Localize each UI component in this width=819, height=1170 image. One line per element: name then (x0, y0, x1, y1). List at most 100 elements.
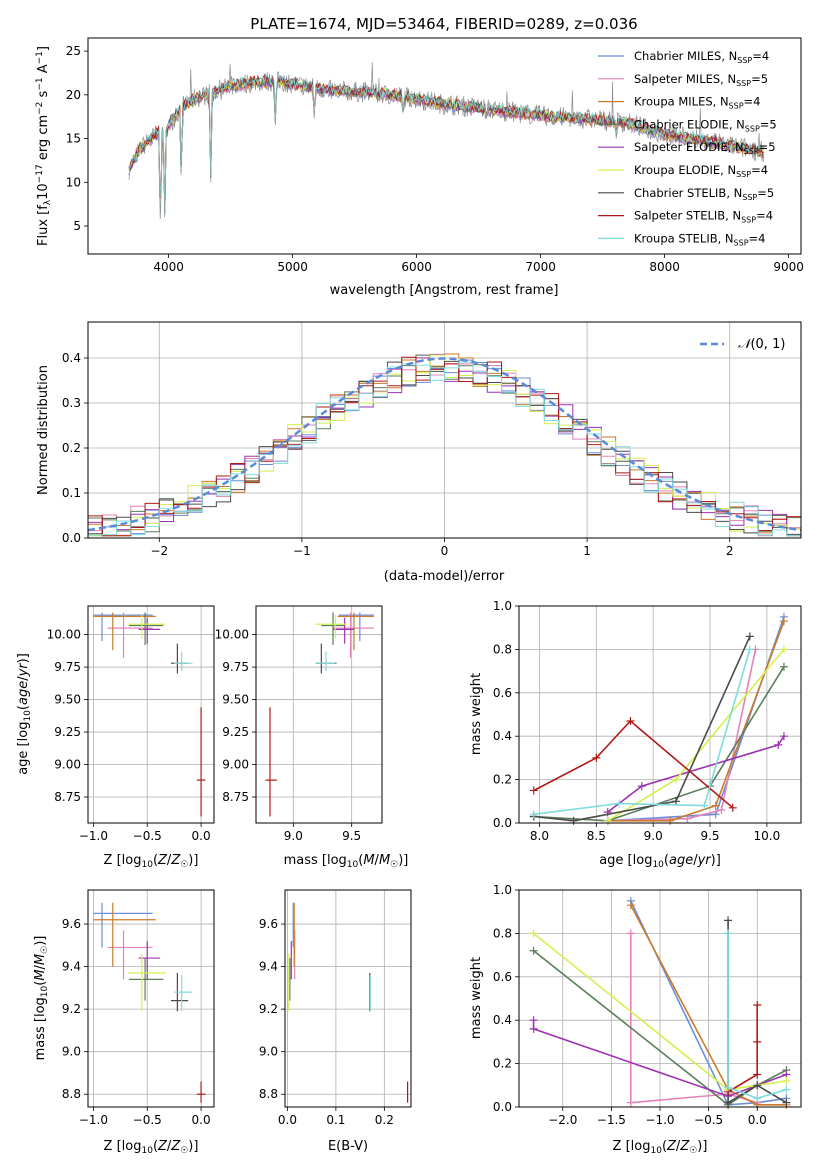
mass-vs-metallicity-frame (87, 889, 215, 1108)
x-tick-label: 5000 (277, 260, 308, 274)
legend-label-5: Salpeter ELODIE, NSSP=5 (634, 140, 776, 156)
residual-histogram-9 (88, 361, 801, 537)
x-tick-label: 6000 (401, 260, 432, 274)
mass-weight-marker-2 (717, 805, 726, 814)
mass-weight-marker-3 (626, 901, 635, 910)
x-tick-label: 0.0 (278, 1113, 297, 1127)
mass-weight-marker-9 (700, 801, 709, 810)
y-tick-label: 9.4 (259, 960, 278, 974)
x-tick-label: 8000 (649, 260, 680, 274)
residuals-xlabel: (data-model)/error (384, 569, 505, 584)
y-tick-label: 9.4 (62, 960, 81, 974)
y-tick-label: 9.50 (222, 693, 249, 707)
mass-weight-marker-4 (779, 662, 788, 671)
x-tick-label: 4000 (153, 260, 184, 274)
x-tick-label: 0.1 (326, 1113, 345, 1127)
y-tick-label: 1.0 (493, 599, 512, 613)
legend-label-9: Kroupa STELIB, NSSP=4 (634, 231, 765, 247)
mass-weight-marker-8 (753, 1001, 762, 1010)
mass-weight-line-3 (607, 620, 785, 822)
x-tick-label: 7000 (525, 260, 556, 274)
mass-weight-vs-age-panel: 8.0 8.5 9.0 9.5 10.0 0.0 0.2 0.4 0.6 0.8 1.0 age [… (469, 599, 802, 870)
mass-weight-marker-8 (626, 717, 635, 726)
mass-vs-extinction-panel: 0.0 0.1 0.2 8.8 9.0 9.2 9.4 9.6 E(B-V) (259, 889, 412, 1154)
x-tick-label: 0 (441, 544, 449, 558)
y-tick-label: 8.8 (259, 1087, 278, 1101)
x-tick-label: −0.5 (133, 1113, 162, 1127)
mass-weight-line-2 (629, 933, 758, 1104)
y-tick-label: 0.2 (62, 441, 81, 455)
y-tick-label: 9.6 (259, 917, 278, 931)
x-tick-label: 9.5 (342, 829, 361, 843)
y-tick-label: 0.4 (493, 729, 512, 743)
mass-weight-marker-2 (683, 814, 692, 823)
y-tick-label: 0.8 (493, 642, 512, 656)
mass-vs-metallicity-panel: −1.0 −0.5 0.0 8.8 9.0 9.2 9.4 9.6 Z [log10(Z/Z☉… (33, 889, 215, 1156)
mass-weight-vs-age-frame (518, 605, 802, 824)
spectrum-model-9 (128, 74, 765, 215)
mass-weight-marker-5 (779, 732, 788, 741)
mass-weight-marker-9 (745, 645, 754, 654)
x-tick-label: −1 (293, 544, 311, 558)
mass-vs-extinction-xlabel: E(B-V) (328, 1139, 368, 1154)
residuals-ylabel: Normed distribution (36, 365, 51, 495)
mass-weight-marker-9 (724, 929, 733, 938)
mass-weight-marker-8 (592, 753, 601, 762)
y-tick-label: 0.1 (62, 486, 81, 500)
age-vs-mass-frame (255, 605, 383, 824)
mass-weight-marker-7 (745, 632, 754, 641)
y-tick-label: 9.00 (222, 758, 249, 772)
y-tick-label: 9.75 (222, 660, 249, 674)
x-tick-label: 9.0 (284, 829, 303, 843)
age-vs-mass-panel: 9.0 9.5 8.75 9.00 9.25 9.50 9.75 10.00 mass [lo… (215, 605, 409, 870)
mass-weight-marker-9 (724, 1083, 733, 1092)
mass-weight-vs-metallicity-ylabel: mass weight (469, 957, 484, 1039)
mass-weight-marker-9 (782, 1085, 791, 1094)
x-tick-label: 0.0 (748, 1113, 767, 1127)
mass-weight-marker-5 (529, 1016, 538, 1025)
spectrum-model-8 (128, 74, 765, 214)
y-tick-label: 9.00 (54, 758, 81, 772)
mass-weight-line-9 (727, 933, 787, 1100)
y-tick-label: 9.75 (54, 660, 81, 674)
mass-weight-line-6 (607, 648, 785, 822)
mass-weight-marker-5 (529, 1024, 538, 1033)
mass-weight-line-4 (533, 666, 785, 822)
age-vs-metallicity-panel: −1.0 −0.5 0.0 8.75 9.00 9.25 9.50 9.75 10.00 Z [… (16, 605, 215, 870)
legend-label-7: Chabrier STELIB, NSSP=5 (634, 186, 774, 202)
y-tick-label: 0.4 (493, 1013, 512, 1027)
mass-weight-marker-6 (603, 816, 612, 825)
legend-label-1: Chabrier MILES, NSSP=4 (634, 49, 769, 65)
x-tick-label: −1.0 (645, 1113, 674, 1127)
y-tick-label: 9.2 (62, 1002, 81, 1016)
mass-weight-line-8 (727, 1005, 759, 1093)
spectrum-ylabel: Flux [fλ10−17 erg cm−2 s−1 A−1] (35, 46, 53, 246)
mass-weight-line-1 (630, 900, 787, 1106)
mass-weight-marker-8 (728, 803, 737, 812)
y-tick-label: 0.2 (493, 1057, 512, 1071)
x-tick-label: 9000 (773, 260, 804, 274)
legend-label-2: Salpeter MILES, NSSP=5 (634, 72, 768, 88)
y-tick-label: 25 (66, 44, 81, 58)
mass-weight-marker-4 (529, 946, 538, 955)
x-tick-label: 10.0 (754, 829, 781, 843)
mass-vs-extinction-frame (284, 889, 412, 1108)
mass-weight-line-9 (533, 649, 751, 816)
x-tick-label: 8.0 (530, 829, 549, 843)
age-vs-mass-xlabel: mass [log10(M/M☉)] (284, 853, 409, 870)
mass-weight-marker-9 (529, 810, 538, 819)
mass-weight-marker-9 (615, 799, 624, 808)
x-tick-label: 1 (583, 544, 591, 558)
mass-vs-metallicity-xlabel: Z [log10(Z/Z☉)] (104, 1139, 199, 1156)
y-tick-label: 8.75 (222, 790, 249, 804)
spectrum-panel: 4000 5000 6000 7000 8000 9000 5 10 15 20 25 wavele… (35, 37, 804, 298)
y-tick-label: 9.0 (259, 1045, 278, 1059)
y-tick-label: 10 (66, 175, 81, 189)
age-vs-metallicity-ylabel: age [log10(age/yr)] (16, 653, 33, 775)
y-tick-label: 0.0 (62, 531, 81, 545)
mass-weight-marker-3 (779, 617, 788, 626)
y-tick-label: 0.4 (62, 351, 81, 365)
y-tick-label: 5 (73, 219, 81, 233)
x-tick-label: −2 (150, 544, 168, 558)
